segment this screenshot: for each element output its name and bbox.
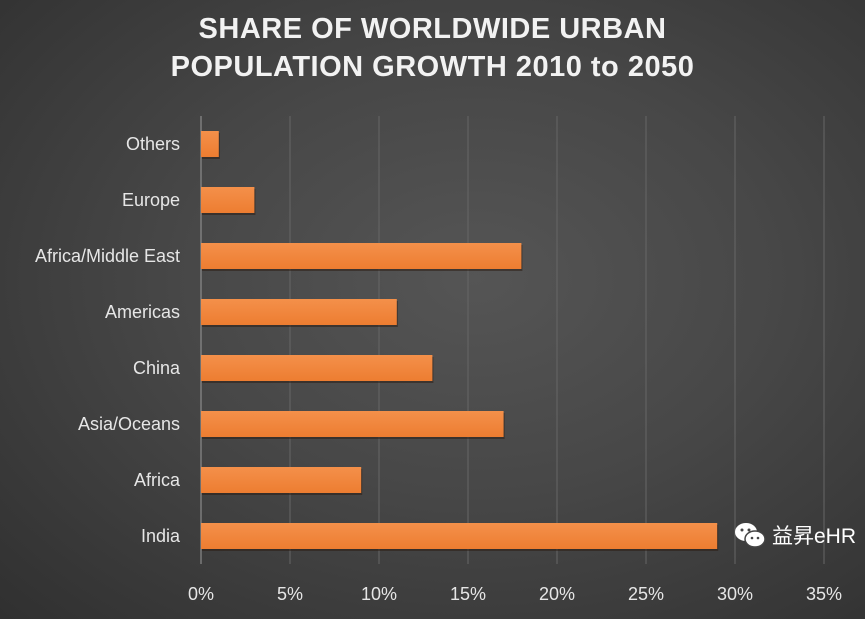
y-tick-label: Europe bbox=[122, 190, 180, 210]
chart-title: SHARE OF WORLDWIDE URBAN POPULATION GROW… bbox=[0, 10, 865, 86]
bar-china bbox=[201, 355, 433, 381]
watermark: 益昇eHR bbox=[732, 520, 856, 550]
title-line-1: SHARE OF WORLDWIDE URBAN bbox=[198, 13, 667, 45]
x-tick-label: 0% bbox=[188, 584, 214, 604]
y-tick-label: Americas bbox=[105, 302, 180, 322]
bar-europe bbox=[201, 187, 255, 213]
x-tick-label: 5% bbox=[277, 584, 303, 604]
x-tick-label: 20% bbox=[539, 584, 575, 604]
bar-asia-oceans bbox=[201, 411, 504, 437]
x-tick-label: 35% bbox=[806, 584, 842, 604]
x-tick-label: 25% bbox=[628, 584, 664, 604]
x-tick-label: 30% bbox=[717, 584, 753, 604]
y-tick-label: Africa bbox=[134, 470, 181, 490]
y-tick-label: India bbox=[141, 526, 181, 546]
bar-africa bbox=[201, 467, 362, 493]
bar-others bbox=[201, 131, 219, 157]
x-tick-label: 15% bbox=[450, 584, 486, 604]
y-tick-label: Africa/Middle East bbox=[35, 246, 180, 266]
bar-india bbox=[201, 523, 718, 549]
watermark-text: 益昇eHR bbox=[772, 525, 857, 548]
wechat-icon bbox=[735, 523, 766, 548]
title-line-2: POPULATION GROWTH 2010 to 2050 bbox=[170, 51, 695, 83]
y-tick-label: China bbox=[133, 358, 181, 378]
x-tick-label: 10% bbox=[361, 584, 397, 604]
y-tick-label: Others bbox=[126, 134, 180, 154]
bar-africa-middle-east bbox=[201, 243, 522, 269]
bar-americas bbox=[201, 299, 397, 325]
y-tick-label: Asia/Oceans bbox=[78, 414, 180, 434]
